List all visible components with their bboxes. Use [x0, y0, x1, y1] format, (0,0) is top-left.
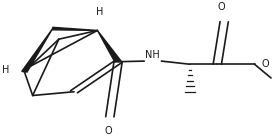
Polygon shape — [22, 28, 53, 72]
Text: O: O — [218, 2, 225, 12]
Text: O: O — [262, 59, 269, 69]
Text: H: H — [97, 7, 104, 17]
Polygon shape — [97, 30, 121, 62]
Polygon shape — [52, 27, 97, 30]
Text: O: O — [105, 125, 112, 135]
Text: NH: NH — [144, 50, 159, 60]
Text: H: H — [2, 65, 9, 75]
